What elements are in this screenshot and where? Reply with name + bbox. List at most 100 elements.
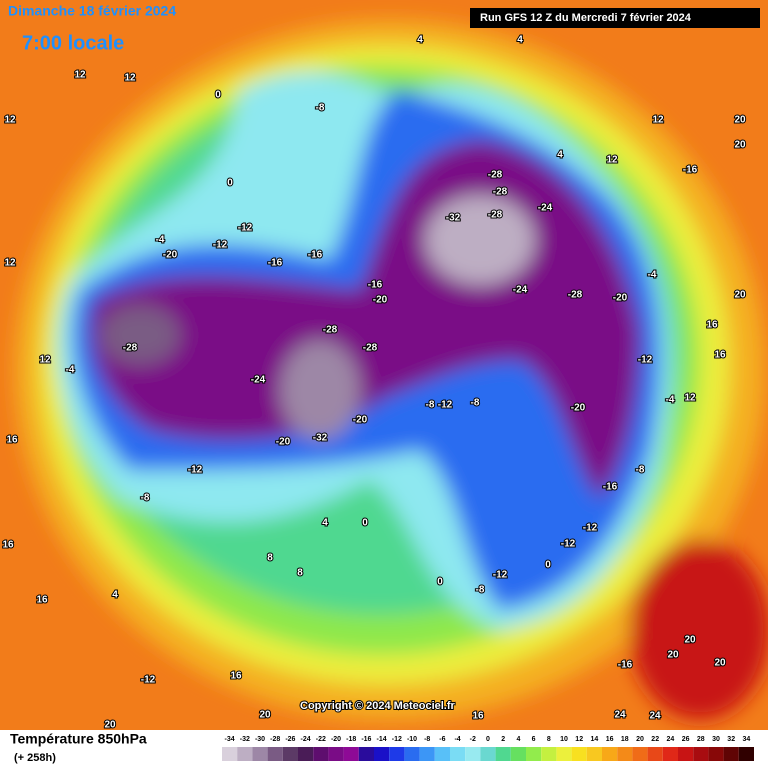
legend-swatch bbox=[693, 747, 709, 761]
legend-tick: -24 bbox=[301, 736, 311, 743]
contour-label: 4 bbox=[557, 150, 563, 161]
date-label: Dimanche 18 février 2024 bbox=[8, 3, 176, 19]
lead-time: (+ 258h) bbox=[14, 752, 56, 764]
legend-tick: 0 bbox=[486, 736, 490, 743]
contour-label: 8 bbox=[297, 568, 303, 579]
legend-tick: -26 bbox=[285, 736, 295, 743]
legend-swatch bbox=[510, 747, 526, 761]
contour-label: -28 bbox=[488, 210, 503, 221]
legend-swatch bbox=[495, 747, 511, 761]
legend-tick: -20 bbox=[331, 736, 341, 743]
legend-tick: -32 bbox=[240, 736, 250, 743]
contour-label: 24 bbox=[649, 711, 661, 722]
contour-label: -28 bbox=[363, 343, 378, 354]
legend-tick: 26 bbox=[682, 736, 690, 743]
legend-tick: -16 bbox=[361, 736, 371, 743]
legend-swatch bbox=[556, 747, 572, 761]
contour-label: -16 bbox=[368, 280, 383, 291]
legend-tick: 18 bbox=[621, 736, 629, 743]
contour-label: -16 bbox=[268, 258, 283, 269]
contour-label: 4 bbox=[517, 35, 523, 46]
contour-label: 8 bbox=[267, 553, 273, 564]
legend-tick: -4 bbox=[454, 736, 460, 743]
contour-label: 0 bbox=[437, 577, 443, 588]
contour-label: 12 bbox=[4, 115, 16, 126]
contour-label: -8 bbox=[141, 493, 150, 504]
legend-tick: 8 bbox=[547, 736, 551, 743]
temperature-field bbox=[15, 20, 768, 720]
legend-tick: 30 bbox=[712, 736, 720, 743]
legend-swatch bbox=[723, 747, 739, 761]
contour-label: -8 bbox=[316, 103, 325, 114]
contour-label: 20 bbox=[714, 658, 726, 669]
contour-label: -28 bbox=[568, 290, 583, 301]
legend-swatch bbox=[662, 747, 678, 761]
contour-label: 0 bbox=[362, 518, 368, 529]
contour-label: -8 bbox=[471, 398, 480, 409]
contour-label: 20 bbox=[684, 635, 696, 646]
contour-label: -12 bbox=[561, 539, 576, 550]
legend-swatch bbox=[389, 747, 405, 761]
legend-swatch bbox=[450, 747, 466, 761]
legend-swatch bbox=[617, 747, 633, 761]
contour-label: 16 bbox=[230, 671, 242, 682]
contour-label: -20 bbox=[373, 295, 388, 306]
contour-label: -24 bbox=[538, 203, 553, 214]
contour-label: 16 bbox=[2, 540, 14, 551]
contour-label: 16 bbox=[6, 435, 18, 446]
field-title: Température 850hPa bbox=[10, 731, 147, 747]
copyright: Copyright © 2024 Meteociel.fr bbox=[300, 700, 456, 712]
contour-label: -20 bbox=[276, 437, 291, 448]
legend-tick: 12 bbox=[575, 736, 583, 743]
legend-swatch bbox=[328, 747, 344, 761]
legend-tick: -14 bbox=[377, 736, 387, 743]
contour-label: -24 bbox=[513, 285, 528, 296]
contour-label: -8 bbox=[476, 585, 485, 596]
contour-label: 16 bbox=[472, 711, 484, 722]
contour-label: 16 bbox=[706, 320, 718, 331]
contour-label: -16 bbox=[618, 660, 633, 671]
legend-swatch bbox=[358, 747, 374, 761]
contour-label: 20 bbox=[734, 115, 746, 126]
legend-swatch bbox=[419, 747, 435, 761]
contour-label: -16 bbox=[308, 250, 323, 261]
contour-label: -12 bbox=[438, 400, 453, 411]
contour-label: 12 bbox=[4, 258, 16, 269]
legend-tick: 22 bbox=[651, 736, 659, 743]
contour-label: 16 bbox=[36, 595, 48, 606]
contour-label: 4 bbox=[417, 35, 423, 46]
contour-label: 24 bbox=[614, 710, 626, 721]
contour-label: 20 bbox=[104, 720, 116, 731]
contour-label: 0 bbox=[215, 90, 221, 101]
legend-swatch bbox=[632, 747, 648, 761]
legend-tick: 10 bbox=[560, 736, 568, 743]
legend-tick: 32 bbox=[727, 736, 735, 743]
contour-label: 12 bbox=[39, 355, 51, 366]
contour-label: 12 bbox=[652, 115, 664, 126]
legend-swatch bbox=[267, 747, 283, 761]
legend-swatch bbox=[647, 747, 663, 761]
legend-tick: -6 bbox=[439, 736, 445, 743]
legend-swatch bbox=[465, 747, 481, 761]
contour-label: -16 bbox=[683, 165, 698, 176]
legend-swatch bbox=[343, 747, 359, 761]
contour-label: -4 bbox=[66, 365, 75, 376]
contour-label: 0 bbox=[545, 560, 551, 571]
legend-swatch bbox=[586, 747, 602, 761]
legend-tick: -8 bbox=[424, 736, 430, 743]
legend-swatch bbox=[313, 747, 329, 761]
contour-label: 20 bbox=[734, 290, 746, 301]
legend-swatch bbox=[541, 747, 557, 761]
contour-label: -12 bbox=[213, 240, 228, 251]
contour-label: 4 bbox=[112, 590, 118, 601]
contour-label: 12 bbox=[74, 70, 86, 81]
contour-label: 20 bbox=[259, 710, 271, 721]
contour-label: -24 bbox=[251, 375, 266, 386]
contour-label: 12 bbox=[606, 155, 618, 166]
contour-label: -4 bbox=[156, 235, 165, 246]
contour-label: -12 bbox=[238, 223, 253, 234]
contour-label: 4 bbox=[322, 518, 328, 529]
contour-label: -12 bbox=[188, 465, 203, 476]
contour-label: -8 bbox=[636, 465, 645, 476]
